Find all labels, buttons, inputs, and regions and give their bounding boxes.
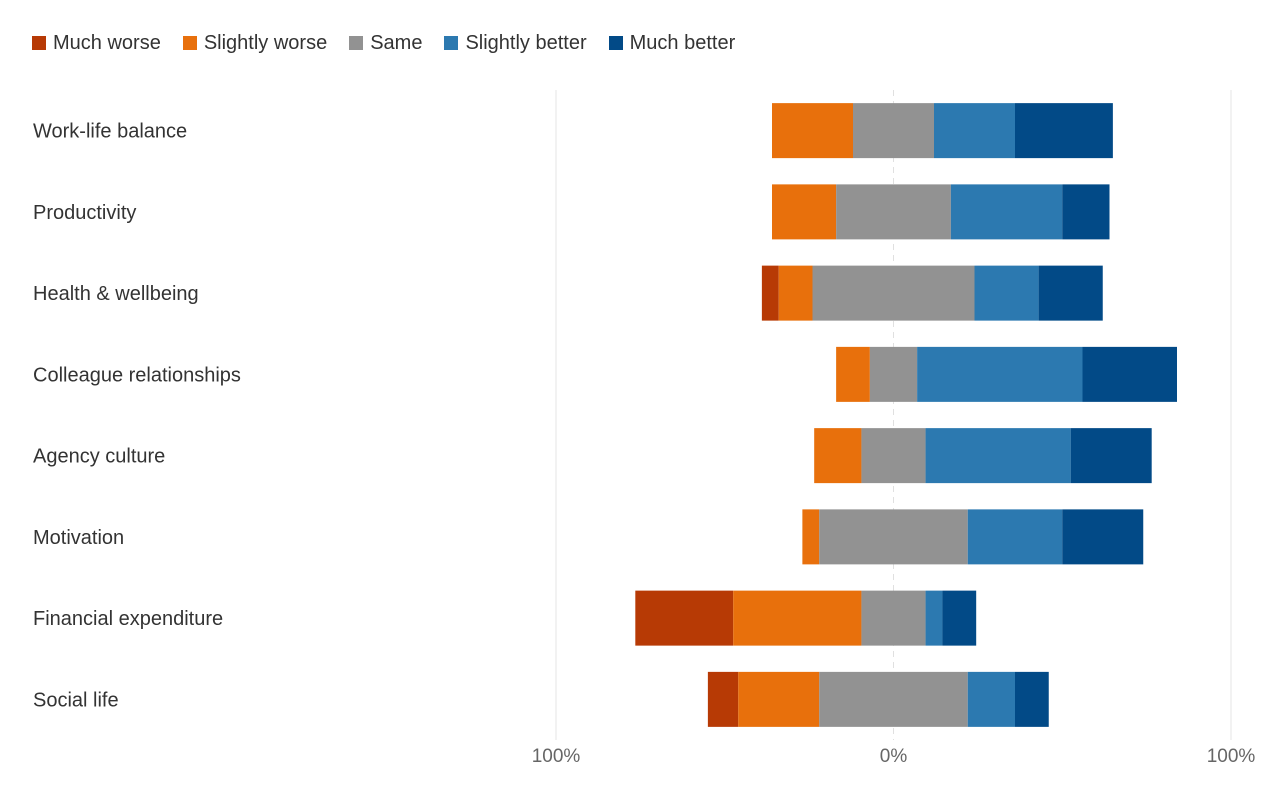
bar-segment[interactable] (1038, 265, 1103, 321)
bar-segment[interactable] (869, 346, 918, 402)
bar-segment[interactable] (772, 184, 837, 240)
category-label: Health & wellbeing (33, 283, 199, 305)
legend-item[interactable]: Much better (608, 31, 736, 55)
bar-segment[interactable] (772, 103, 853, 159)
bar-segment[interactable] (814, 428, 862, 484)
x-tick-label: 100% (1207, 746, 1256, 767)
bar-segment[interactable] (934, 103, 1015, 159)
bar-segment[interactable] (974, 265, 1039, 321)
bar-segment[interactable] (942, 590, 977, 646)
bar-segment[interactable] (1082, 346, 1178, 402)
legend-swatch (182, 36, 197, 50)
bar-segment[interactable] (967, 671, 1015, 727)
bar-segment[interactable] (802, 509, 820, 565)
bar-segment[interactable] (1015, 671, 1049, 727)
bar-segment[interactable] (819, 509, 968, 565)
legend-label: Much worse (53, 31, 161, 54)
bar-segment[interactable] (925, 428, 1071, 484)
bar-segment[interactable] (635, 590, 734, 646)
x-tick-label: 100% (532, 746, 581, 767)
bar-segment[interactable] (950, 184, 1063, 240)
legend-label: Slightly better (465, 31, 587, 54)
bar-segment[interactable] (812, 265, 975, 321)
bar-segment[interactable] (778, 265, 813, 321)
bar-segment[interactable] (836, 346, 870, 402)
bar-segment[interactable] (861, 590, 926, 646)
legend-item[interactable]: Slightly better (444, 31, 587, 55)
bar-segment[interactable] (861, 428, 926, 484)
legend-label: Same (370, 31, 423, 54)
bar-segment[interactable] (1062, 184, 1110, 240)
legend-label: Much better (629, 31, 736, 54)
bar-segment[interactable] (1070, 428, 1152, 484)
bar-segment[interactable] (738, 671, 820, 727)
category-label: Colleague relationships (33, 364, 241, 386)
legend: Much worse Slightly worse Same Slightly bet… (32, 29, 757, 57)
category-label: Social life (33, 689, 119, 711)
bar-segment[interactable] (761, 265, 779, 321)
bar-segment[interactable] (925, 590, 943, 646)
legend-label: Slightly worse (203, 31, 328, 54)
legend-swatch (444, 36, 459, 50)
category-label: Financial expenditure (33, 608, 223, 630)
bar-segment[interactable] (836, 184, 951, 240)
category-label: Work-life balance (33, 121, 187, 143)
bar-segment[interactable] (853, 103, 934, 159)
legend-swatch (32, 36, 46, 50)
bar-segment[interactable] (733, 590, 862, 646)
bar-segment[interactable] (1062, 509, 1144, 565)
legend-swatch (349, 36, 364, 50)
category-label: Agency culture (33, 446, 165, 468)
x-tick-label: 0% (880, 746, 908, 767)
legend-item[interactable]: Slightly worse (182, 31, 328, 55)
bar-segment[interactable] (819, 671, 968, 727)
legend-item[interactable]: Much worse (32, 32, 161, 55)
bar-segment[interactable] (967, 509, 1063, 565)
category-label: Productivity (33, 202, 136, 224)
bar-segment[interactable] (707, 671, 739, 727)
category-label: Motivation (33, 527, 124, 549)
bar-segment[interactable] (1015, 103, 1113, 159)
legend-item[interactable]: Same (349, 32, 422, 55)
legend-swatch (608, 36, 623, 50)
bar-segment[interactable] (917, 346, 1083, 402)
